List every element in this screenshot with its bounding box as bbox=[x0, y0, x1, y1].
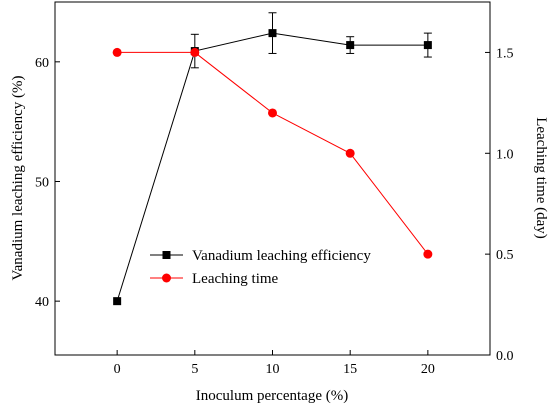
right-y-tick-label: 0.0 bbox=[496, 349, 514, 364]
data-point-square bbox=[113, 297, 122, 306]
x-tick-label: 15 bbox=[343, 362, 357, 377]
legend-item: Leaching time bbox=[150, 271, 279, 287]
left-y-axis-ticks: 40 50 60 bbox=[35, 56, 60, 310]
right-y-tick-label: 0.5 bbox=[496, 248, 514, 263]
legend-item: Vanadium leaching efficiency bbox=[150, 248, 371, 264]
legend-label: Vanadium leaching efficiency bbox=[192, 248, 371, 264]
x-tick-label: 20 bbox=[421, 362, 435, 377]
series-leaching-time bbox=[112, 47, 433, 259]
right-y-tick-label: 1.0 bbox=[496, 147, 514, 162]
data-point-square bbox=[346, 41, 355, 50]
legend-marker-circle bbox=[162, 273, 171, 283]
right-y-axis-title: Leaching time (day) bbox=[533, 117, 549, 239]
data-point-circle bbox=[268, 108, 277, 118]
legend-label: Leaching time bbox=[192, 271, 279, 287]
left-y-axis-title: Vanadium leaching efficiency (%) bbox=[10, 75, 26, 280]
data-point-circle bbox=[112, 47, 122, 57]
series-line bbox=[117, 51, 429, 255]
data-point-circle bbox=[423, 249, 433, 259]
x-tick-label: 10 bbox=[266, 362, 280, 377]
x-tick-label: 0 bbox=[114, 362, 121, 377]
data-point-square bbox=[268, 29, 277, 38]
left-y-tick-label: 60 bbox=[35, 56, 49, 71]
right-y-tick-label: 1.5 bbox=[496, 46, 514, 61]
data-point-circle bbox=[190, 47, 200, 57]
data-point-square bbox=[423, 41, 432, 50]
right-y-axis-ticks: 0.0 0.5 1.0 1.5 bbox=[485, 46, 514, 364]
x-axis-ticks: 0 5 10 15 20 bbox=[114, 350, 435, 377]
series-layer bbox=[112, 12, 433, 306]
left-y-tick-label: 50 bbox=[35, 175, 49, 190]
data-point-circle bbox=[345, 148, 355, 158]
legend-marker-square bbox=[162, 251, 171, 259]
legend: Vanadium leaching efficiency Leaching tim… bbox=[150, 248, 371, 287]
x-tick-label: 5 bbox=[191, 362, 198, 377]
x-axis-title: Inoculum percentage (%) bbox=[196, 388, 348, 404]
left-y-tick-label: 40 bbox=[35, 295, 49, 310]
